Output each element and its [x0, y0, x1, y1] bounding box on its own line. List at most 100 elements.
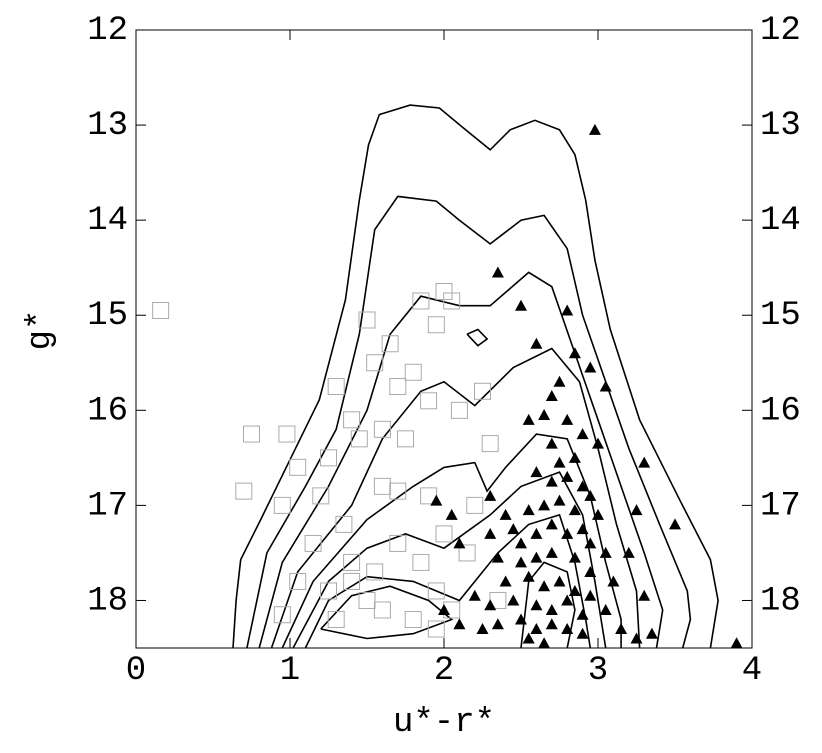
square-point	[320, 449, 337, 467]
triangle-point	[453, 537, 466, 549]
triangle-point	[669, 518, 681, 530]
contour-line	[466, 328, 489, 347]
square-point	[458, 544, 476, 562]
triangle-point	[592, 508, 604, 520]
triangle-point	[484, 599, 497, 611]
triangle-point	[515, 299, 527, 311]
square-point	[435, 525, 453, 543]
triangle-point	[584, 489, 597, 501]
triangle-point	[622, 546, 635, 558]
triangle-point	[545, 546, 558, 558]
triangle-point	[553, 575, 566, 587]
square-point	[481, 435, 499, 453]
square-point	[327, 610, 345, 628]
square-point	[412, 292, 430, 310]
triangle-point	[507, 523, 520, 535]
square-point	[152, 301, 170, 319]
triangle-point	[515, 613, 527, 625]
triangle-point	[576, 523, 589, 535]
x-tick-label: 2	[434, 652, 454, 690]
square-point	[243, 425, 260, 443]
triangle-point	[545, 475, 558, 487]
square-point	[343, 411, 361, 429]
triangle-point	[430, 494, 443, 506]
triangle-point	[491, 618, 504, 630]
triangle-point	[484, 527, 497, 539]
triangle-point	[568, 551, 581, 563]
square-point	[312, 487, 330, 505]
x-tick-label: 4	[742, 652, 762, 690]
square-point	[366, 563, 384, 581]
y-tick-label-right: 14	[760, 202, 801, 240]
square-point	[389, 534, 407, 552]
square-point	[389, 378, 407, 396]
square-point	[474, 382, 491, 400]
contour-line	[258, 271, 664, 648]
triangle-point	[453, 618, 466, 630]
triangle-point	[538, 580, 551, 592]
triangle-point	[592, 437, 604, 449]
square-point	[373, 477, 391, 495]
square-point	[289, 572, 307, 590]
triangle-point	[568, 347, 581, 359]
triangle-point	[530, 622, 543, 634]
triangle-point	[530, 527, 543, 539]
triangle-point	[584, 589, 597, 601]
triangle-point	[445, 508, 458, 520]
triangle-point	[638, 456, 651, 468]
square-point	[450, 401, 468, 419]
square-point	[443, 292, 461, 310]
triangle-point	[553, 456, 566, 468]
triangle-point	[538, 637, 550, 648]
triangle-point	[561, 622, 574, 634]
triangle-point	[530, 337, 543, 349]
triangle-point	[515, 537, 527, 549]
triangle-point	[491, 266, 504, 278]
square-point	[397, 430, 414, 448]
contour-line	[292, 471, 607, 648]
y-tick-label-right: 16	[760, 392, 801, 430]
square-point	[235, 482, 253, 500]
contour-line	[281, 433, 622, 648]
triangle-point	[561, 527, 574, 539]
y-axis-label: g*	[22, 310, 60, 351]
y-tick-label: 16	[87, 392, 128, 430]
triangle-point	[522, 570, 535, 582]
triangle-point	[491, 551, 504, 563]
triangle-point	[568, 451, 581, 463]
triangle-point	[561, 594, 574, 606]
triangle-point	[584, 537, 597, 549]
y-tick-label-right: 13	[760, 107, 801, 145]
triangle-point	[538, 409, 551, 421]
triangle-point	[545, 518, 558, 530]
triangle-point	[576, 608, 589, 620]
square-point	[358, 591, 376, 609]
square-point	[350, 430, 368, 448]
contour-line	[246, 195, 692, 648]
triangle-point	[553, 375, 566, 387]
triangle-point	[561, 304, 574, 316]
triangle-point	[599, 380, 612, 392]
square-point	[381, 335, 399, 353]
x-axis-label: u*-r*	[393, 704, 495, 742]
triangle-point	[615, 622, 628, 634]
square-point	[289, 458, 307, 476]
square-point	[343, 572, 361, 590]
triangle-point	[599, 603, 612, 615]
triangle-point	[576, 627, 589, 639]
square-point	[304, 534, 322, 552]
triangle-point	[515, 556, 527, 568]
triangle-point	[576, 428, 589, 440]
triangle-point	[530, 551, 543, 563]
contour-line	[520, 561, 576, 648]
square-point	[273, 606, 291, 624]
triangle-point	[484, 489, 497, 501]
x-tick-label: 0	[126, 652, 146, 690]
x-tick-label: 1	[280, 652, 300, 690]
square-point	[278, 425, 296, 443]
square-point	[273, 496, 291, 514]
triangle-point	[438, 603, 450, 615]
triangle-point	[499, 575, 512, 587]
square-point	[404, 610, 422, 628]
